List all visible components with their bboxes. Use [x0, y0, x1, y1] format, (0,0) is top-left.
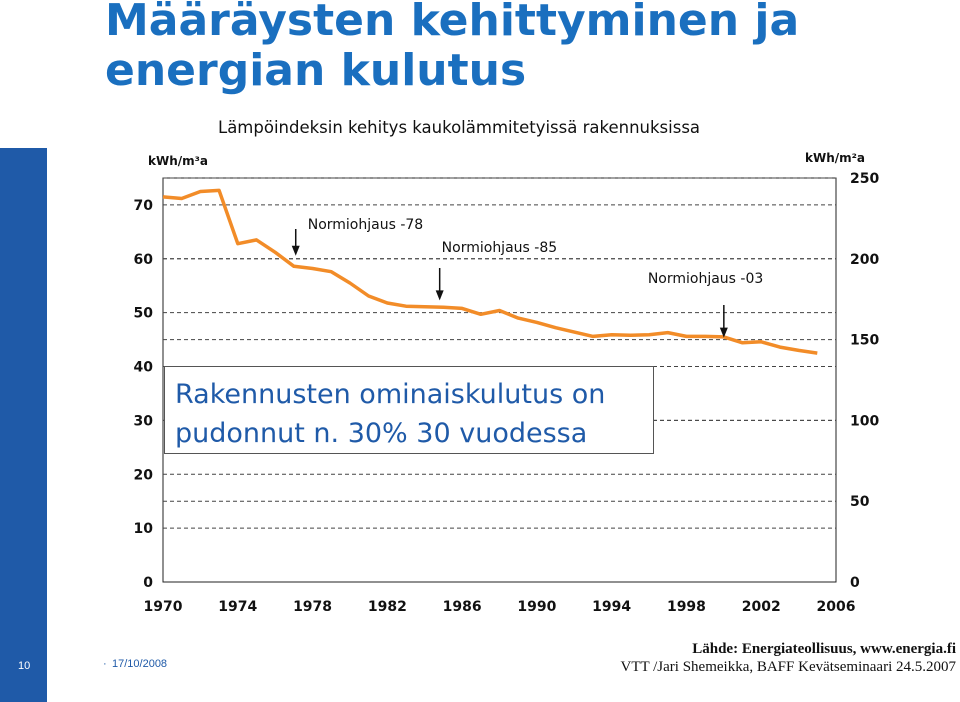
y-tick-labels-left: 0 10 20 30 40 50 60 70: [134, 198, 154, 591]
x-tick: 1982: [368, 599, 407, 615]
y-tick-right: 250: [850, 171, 879, 187]
y-tick-left: 60: [134, 252, 154, 268]
callout-line2: pudonnut n. 30% 30 vuodessa: [175, 418, 588, 449]
annotation-label: Normiohjaus -85: [442, 240, 557, 256]
x-tick: 1994: [592, 599, 631, 615]
y-tick-right: 200: [850, 252, 879, 268]
annotation-label: Normiohjaus -03: [648, 271, 763, 287]
x-tick: 1970: [144, 599, 183, 615]
slide-title: Määräysten kehittyminen ja energian kulu…: [105, 0, 799, 96]
slide-number: 10: [18, 660, 31, 672]
y-axis-label-left: kWh/m³a: [148, 154, 208, 168]
y-tick-right: 0: [850, 575, 860, 591]
y-tick-left: 20: [134, 467, 154, 483]
y-axis-label-right: kWh/m²a: [805, 151, 865, 165]
x-tick: 1986: [443, 599, 482, 615]
gridlines: [163, 177, 836, 529]
y-tick-left: 50: [134, 306, 154, 322]
y-tick-left: 40: [134, 360, 154, 376]
series-line: [162, 188, 818, 355]
sidebar-accent-bar: [0, 148, 47, 702]
y-tick-labels-right: 0 50 100 150 200 250: [850, 171, 879, 591]
footer-dot: ·: [103, 658, 107, 670]
x-tick: 1978: [293, 599, 332, 615]
callout-box: Rakennusten ominaiskulutus on pudonnut n…: [164, 366, 654, 454]
y-tick-left: 0: [143, 575, 153, 591]
y-tick-right: 50: [850, 494, 870, 510]
source-line1: Lähde: Energiateollisuus, www.energia.fi: [692, 641, 956, 657]
x-tick-labels: 1970 1974 1978 1982 1986 1990 1994 1998 2002 2006: [144, 599, 856, 615]
source-credit: Lähde: Energiateollisuus, www.energia.fi…: [620, 640, 956, 676]
slide-title-line2: energian kulutus: [105, 45, 527, 96]
annotation-arrow-head: [719, 327, 728, 338]
y-tick-left: 70: [134, 198, 154, 214]
y-tick-right: 150: [850, 333, 879, 349]
annotation-arrow-head: [435, 290, 444, 301]
slide-title-line1: Määräysten kehittyminen ja: [105, 0, 800, 46]
y-tick-left: 10: [134, 521, 154, 537]
annotations: Normiohjaus -78 Normiohjaus -85 Normiohjau…: [291, 217, 763, 338]
y-tick-right: 100: [850, 413, 879, 429]
slide-date: 17/10/2008: [112, 658, 168, 670]
x-tick: 2002: [742, 599, 781, 615]
callout-line1: Rakennusten ominaiskulutus on: [175, 379, 606, 410]
source-line2: VTT /Jari Shemeikka, BAFF Kevätseminaari…: [620, 659, 956, 675]
chart-title: Lämpöindeksin kehitys kaukolämmitetyissä…: [218, 118, 700, 137]
x-tick: 1998: [667, 599, 706, 615]
x-tick: 1974: [218, 599, 257, 615]
y-tick-left: 30: [134, 413, 154, 429]
x-tick: 1990: [517, 599, 556, 615]
x-tick: 2006: [817, 599, 856, 615]
annotation-arrow-head: [291, 245, 300, 256]
annotation-label: Normiohjaus -78: [308, 217, 423, 233]
